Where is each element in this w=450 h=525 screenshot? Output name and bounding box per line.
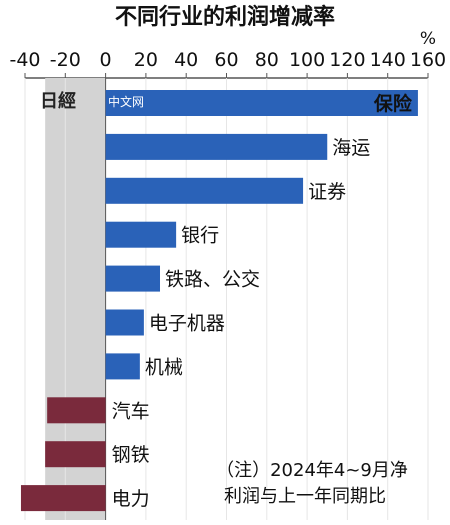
x-tick-label: 140 (370, 49, 406, 71)
bar (20, 485, 106, 512)
x-tick-label: 160 (410, 49, 446, 71)
watermark-logo: 日經 (40, 90, 76, 112)
x-tick-label: 0 (100, 49, 112, 71)
bar (47, 397, 106, 424)
category-label: 钢铁 (112, 444, 150, 466)
category-label: 机械 (145, 356, 183, 378)
bar (105, 309, 144, 336)
category-label: 海运 (332, 137, 370, 159)
footnote-line-2: 利润与上一年同期比 (224, 486, 386, 507)
unit-label: % (420, 29, 436, 49)
bars (20, 90, 418, 512)
bar (105, 353, 140, 380)
category-label: 证券 (308, 181, 346, 203)
x-tick-label: -20 (50, 49, 81, 71)
category-label: 电子机器 (149, 313, 225, 335)
x-tick-label: -40 (9, 49, 40, 71)
category-label: 保险 (373, 92, 413, 115)
bar (105, 133, 328, 160)
bar (45, 441, 106, 468)
bar (105, 90, 418, 116)
x-tick-label: 40 (174, 49, 198, 71)
x-tick-label: 20 (134, 49, 158, 71)
chart-title: 不同行业的利润增减率 (115, 4, 335, 30)
x-axis-ticks: -40 -20 0 20 40 60 80 100 120 140 160 (9, 49, 446, 79)
bar (105, 221, 177, 248)
watermark-text: 中文网 (108, 94, 144, 109)
category-label: 银行 (181, 225, 219, 247)
category-label: 铁路、公交 (165, 269, 260, 291)
bar (105, 177, 304, 204)
footnote-line-1: （注）2024年4~9月净 (216, 460, 408, 481)
x-tick-label: 120 (329, 49, 365, 71)
bar (105, 265, 161, 292)
x-tick-label: 60 (214, 49, 238, 71)
x-tick-label: 100 (289, 49, 325, 71)
category-label: 电力 (112, 488, 150, 510)
x-tick-label: 80 (255, 49, 279, 71)
category-label: 汽车 (112, 400, 150, 422)
nikkei-watermark: 日經 中文网 (40, 90, 144, 112)
